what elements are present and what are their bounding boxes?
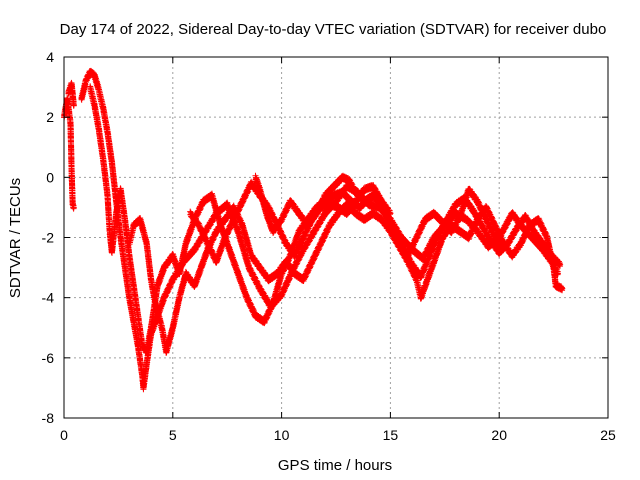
data-points — [61, 67, 566, 393]
series-track-2 — [65, 79, 77, 109]
data-point-marker — [70, 204, 77, 211]
x-axis-label: GPS time / hours — [278, 457, 392, 474]
data-point-marker — [70, 102, 77, 109]
series-track-1 — [61, 95, 77, 212]
y-axis-label: SDTVAR / TECUs — [7, 178, 24, 298]
grid-lines — [64, 57, 608, 418]
chart-title: Day 174 of 2022, Sidereal Day-to-day VTE… — [60, 21, 607, 38]
